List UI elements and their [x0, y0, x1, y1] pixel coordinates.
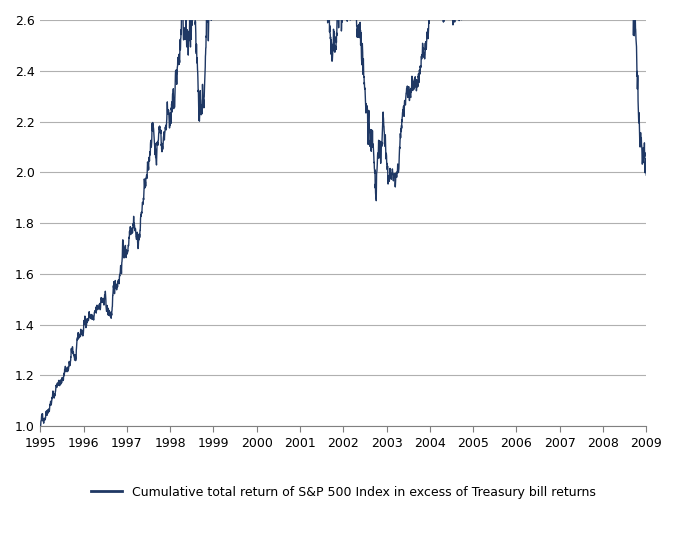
Legend: Cumulative total return of S&P 500 Index in excess of Treasury bill returns: Cumulative total return of S&P 500 Index…: [86, 481, 601, 504]
